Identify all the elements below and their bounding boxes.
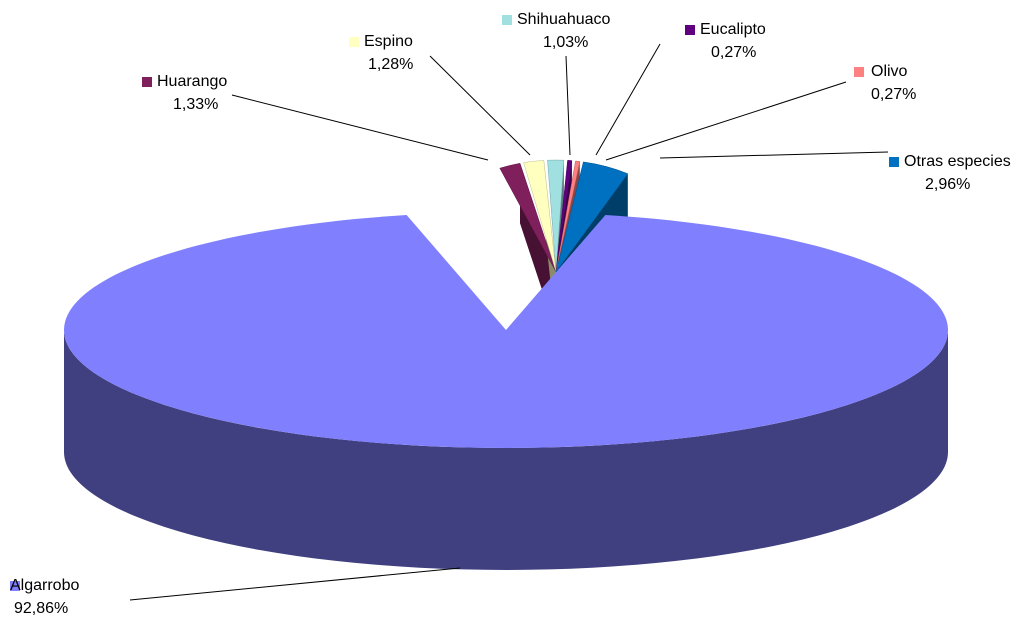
- label-name-espino: Espino: [364, 33, 413, 50]
- leader-line-eucalipto: [595, 43, 661, 156]
- label-value-olivo: 0,27%: [871, 86, 916, 103]
- slice-shihuahuaco: [547, 159, 565, 273]
- legend-swatch-eucalipto: [685, 25, 695, 35]
- slice-huarango: [499, 163, 557, 273]
- label-value-espino: 1,28%: [368, 56, 413, 73]
- label-name-shihuahuaco: Shihuahuaco: [517, 11, 611, 28]
- leader-line-espino: [429, 55, 531, 156]
- leader-line-huarango: [231, 94, 489, 161]
- leader-lines: [129, 43, 889, 601]
- label-value-otras-especies: 2,96%: [925, 176, 970, 193]
- label-value-algarrobo: 92,86%: [14, 600, 68, 617]
- legend-swatch-otras-especies: [889, 157, 899, 167]
- label-name-otras-especies: Otras especies: [904, 153, 1011, 170]
- label-value-eucalipto: 0,27%: [711, 44, 756, 61]
- legend-swatch-espino: [349, 37, 359, 47]
- slice-tops: [64, 159, 948, 448]
- leader-line-olivo: [605, 81, 847, 161]
- slice-algarrobo: [64, 215, 948, 448]
- slice-eucalipto: [555, 160, 573, 273]
- leader-line-otras-especies: [659, 151, 889, 159]
- legend-swatch-algarrobo: [10, 581, 20, 591]
- slice-espino: [523, 160, 557, 273]
- legend-swatch-olivo: [854, 67, 864, 77]
- leader-line-shihuahuaco: [565, 55, 571, 156]
- label-name-eucalipto: Eucalipto: [700, 21, 766, 38]
- leader-line-algarrobo: [129, 567, 461, 601]
- slice-labels: Algarrobo 92,86% Huarango 1,33% Espino 1,28% S…: [10, 11, 1011, 617]
- legend-swatch-shihuahuaco: [502, 15, 512, 25]
- slice-side-algarrobo: [64, 330, 948, 570]
- slice-olivo: [555, 160, 581, 273]
- label-value-shihuahuaco: 1,03%: [543, 34, 588, 51]
- label-name-olivo: Olivo: [871, 63, 908, 80]
- label-name-huarango: Huarango: [157, 73, 227, 90]
- legend-swatch-huarango: [142, 77, 152, 87]
- label-value-huarango: 1,33%: [173, 96, 218, 113]
- slice-otras-especies: [555, 161, 629, 273]
- label-name-algarrobo: Algarrobo: [10, 577, 79, 594]
